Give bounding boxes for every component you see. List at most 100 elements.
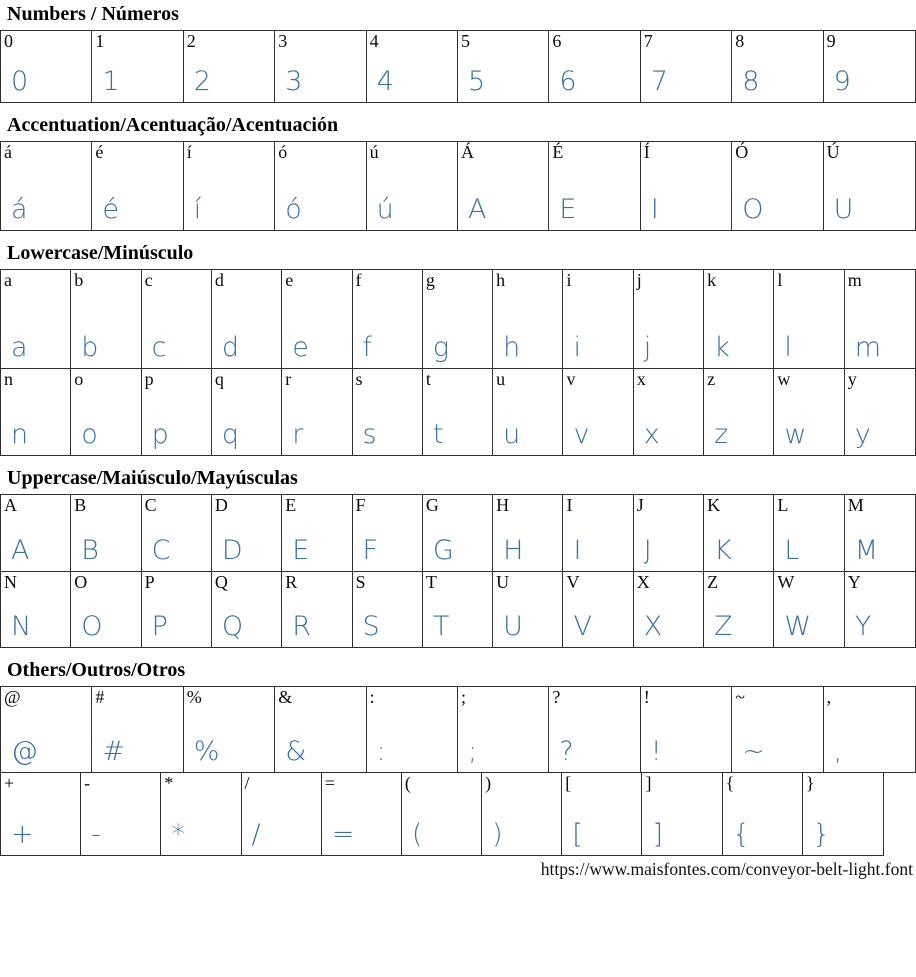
font-glyph: O bbox=[742, 194, 764, 225]
reference-character: j bbox=[636, 270, 642, 290]
glyph-cell: [[ bbox=[562, 773, 643, 855]
font-glyph: m bbox=[854, 332, 881, 363]
font-glyph: é bbox=[102, 194, 120, 225]
reference-character: Ó bbox=[735, 142, 749, 162]
reference-character: 6 bbox=[552, 31, 562, 51]
glyph-cell: :: bbox=[366, 687, 458, 772]
reference-character: U bbox=[496, 572, 510, 592]
glyph-cell: ,, bbox=[823, 687, 915, 772]
reference-character: Ú bbox=[826, 142, 840, 162]
font-glyph: A bbox=[11, 535, 30, 566]
font-glyph: g bbox=[432, 332, 450, 363]
font-glyph: E bbox=[559, 194, 577, 225]
reference-character: + bbox=[4, 773, 15, 793]
reference-character: ? bbox=[552, 687, 561, 707]
reference-character: * bbox=[164, 773, 174, 793]
font-glyph: d bbox=[221, 332, 240, 363]
font-glyph: t bbox=[432, 419, 444, 450]
reference-character: l bbox=[777, 270, 783, 290]
others-row: + + - - * * / / = =(())[[]]{{}} bbox=[0, 772, 884, 856]
section-title-accentuation: Accentuation/Acentuação/Acentuación bbox=[7, 114, 339, 136]
reference-character: F bbox=[355, 495, 366, 515]
glyph-cell: {{ bbox=[722, 773, 803, 855]
reference-character: K bbox=[707, 495, 721, 515]
reference-character: á bbox=[4, 142, 12, 162]
glyph-cell: # # bbox=[92, 687, 184, 772]
reference-character: 9 bbox=[826, 31, 836, 51]
font-glyph: P bbox=[151, 611, 168, 642]
reference-character: ó bbox=[278, 142, 288, 162]
font-glyph: R bbox=[292, 611, 311, 642]
reference-character: k bbox=[707, 270, 717, 290]
reference-character: X bbox=[636, 572, 650, 592]
font-glyph: C bbox=[151, 535, 171, 566]
font-glyph: Q bbox=[221, 611, 244, 642]
reference-character: [ bbox=[565, 773, 572, 793]
font-glyph: B bbox=[81, 535, 99, 566]
reference-character: b bbox=[74, 270, 84, 290]
font-glyph: K bbox=[714, 535, 732, 566]
font-glyph: o bbox=[81, 419, 98, 450]
reference-character: a bbox=[4, 270, 12, 290]
font-glyph: U bbox=[503, 611, 523, 642]
reference-character: 2 bbox=[186, 31, 196, 51]
reference-character: D bbox=[214, 495, 228, 515]
reference-character: ! bbox=[643, 687, 650, 707]
reference-character: Á bbox=[461, 142, 474, 162]
glyph-cell: (( bbox=[401, 773, 483, 855]
reference-character: 1 bbox=[95, 31, 105, 51]
reference-character: d bbox=[214, 270, 224, 290]
reference-character: ~ bbox=[735, 687, 745, 707]
glyph-cell: ~ ~ bbox=[732, 687, 824, 772]
reference-character: A bbox=[4, 495, 17, 515]
font-glyph: M bbox=[854, 535, 878, 566]
font-glyph: V bbox=[573, 611, 592, 642]
section-title-uppercase: Uppercase/Maiúsculo/Mayúsculas bbox=[7, 467, 298, 489]
reference-character: Z bbox=[707, 572, 719, 592]
glyph-cell: * * bbox=[161, 773, 242, 855]
font-glyph: % bbox=[193, 736, 220, 767]
font-glyph: r bbox=[292, 419, 304, 450]
font-glyph: @ bbox=[11, 736, 38, 767]
reference-character: B bbox=[74, 495, 87, 515]
font-glyph: í bbox=[193, 194, 202, 225]
font-glyph: l bbox=[784, 332, 792, 363]
font-glyph: v bbox=[573, 419, 590, 450]
reference-character: ) bbox=[485, 773, 492, 793]
font-glyph: f bbox=[362, 332, 373, 363]
glyph-cell: -- bbox=[81, 773, 162, 855]
font-glyph: y bbox=[854, 419, 871, 450]
reference-character: , bbox=[826, 687, 832, 707]
reference-character: f bbox=[355, 270, 362, 290]
reference-character: v bbox=[566, 369, 576, 389]
reference-character: w bbox=[777, 369, 791, 389]
font-glyph: S bbox=[362, 611, 380, 642]
glyph-cell: & & bbox=[275, 687, 367, 772]
reference-character: ú bbox=[369, 142, 379, 162]
section-title-lowercase: Lowercase/Minúsculo bbox=[7, 242, 194, 264]
font-glyph: ó bbox=[285, 194, 302, 225]
reference-character: 3 bbox=[278, 31, 288, 51]
